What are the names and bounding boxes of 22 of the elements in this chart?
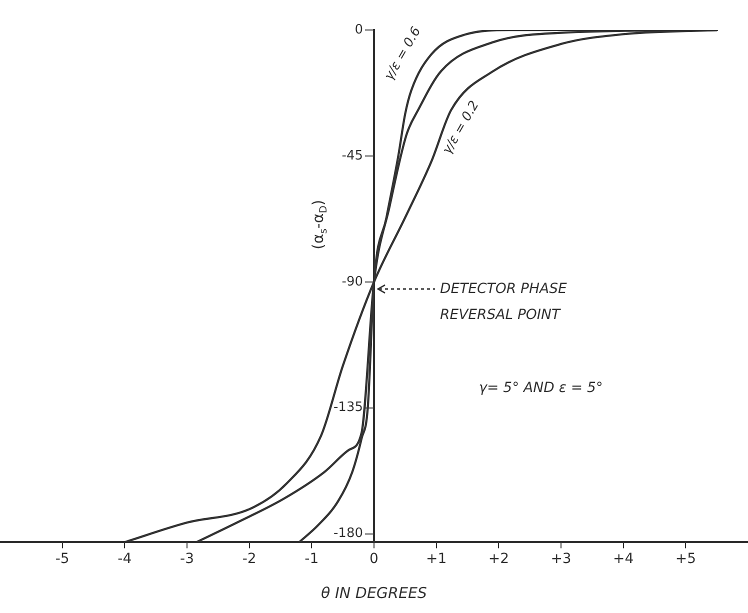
- y-tick-label: -45: [342, 148, 363, 164]
- x-tick-label: +2: [488, 551, 509, 568]
- x-tick-label: 0: [370, 551, 378, 568]
- x-tick-label: +4: [613, 551, 634, 568]
- text: γ/ε = 0.6: [382, 24, 424, 84]
- y-tick-label: -90: [342, 274, 363, 290]
- x-tick-label: +1: [426, 551, 447, 568]
- y-axis-title: (αs-αD): [308, 200, 330, 250]
- x-tick-label: -1: [304, 551, 319, 568]
- x-tick-label: +5: [675, 551, 696, 568]
- y-tick-label: -180: [333, 526, 363, 542]
- text: γ/ε = 0.2: [440, 98, 482, 157]
- annotation: γ= 5° AND ε = 5°: [478, 380, 603, 396]
- x-axis-title: θ IN DEGREES: [321, 584, 428, 602]
- x-tick-label: -2: [242, 551, 256, 568]
- x-tick-label: -5: [55, 551, 70, 568]
- x-tick-label: -3: [180, 551, 194, 568]
- y-tick-label: 0: [354, 22, 363, 38]
- x-tick-label: +3: [550, 551, 572, 568]
- x-tick-label: -4: [118, 551, 132, 568]
- annotation: DETECTOR PHASE REVERSAL POINT: [440, 280, 568, 326]
- y-tick-label: -135: [333, 400, 363, 416]
